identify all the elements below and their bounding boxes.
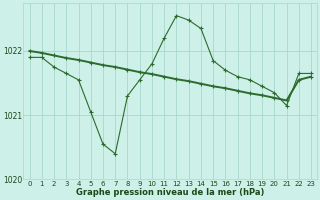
X-axis label: Graphe pression niveau de la mer (hPa): Graphe pression niveau de la mer (hPa) (76, 188, 265, 197)
